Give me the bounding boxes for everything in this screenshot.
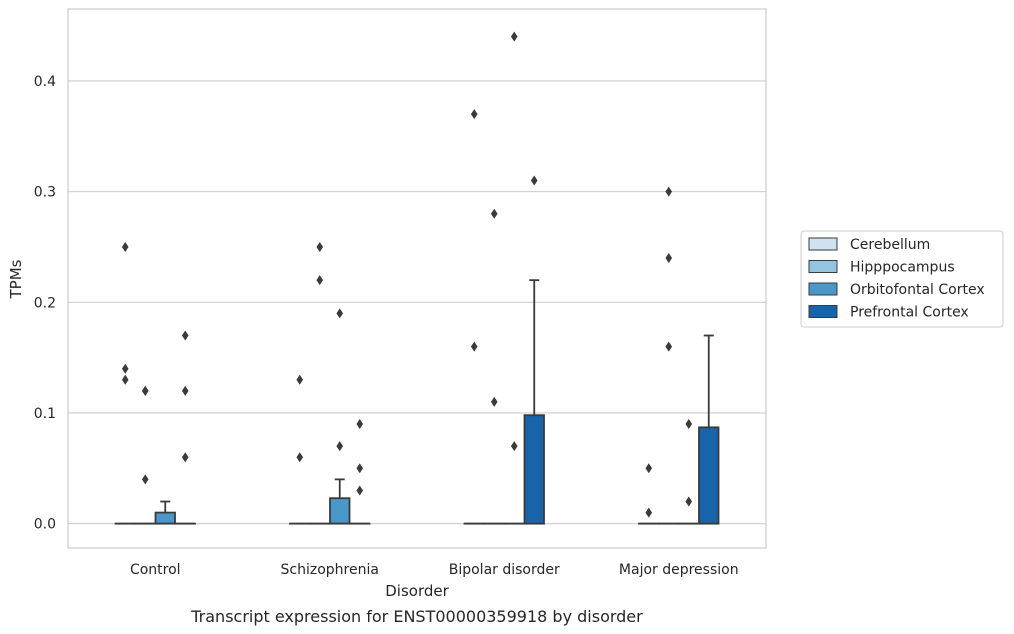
box [698, 426, 720, 525]
outlier-point [645, 507, 653, 518]
legend: Cerebellum Hipppocampus Orbitofontal Corte… [800, 230, 1004, 328]
x-tick-labels: Control Schizophrenia Bipolar disorder Majo… [130, 562, 739, 578]
outlier-point [181, 330, 189, 341]
box-orbitofontal-cortex [154, 500, 176, 525]
outlier-point [665, 186, 673, 197]
outlier-point [665, 341, 673, 352]
x-tick-label: Major depression [619, 562, 739, 578]
box-hipppocampus [483, 208, 505, 525]
x-tick-label: Control [130, 562, 181, 578]
y-tick-label: 0.1 [34, 406, 56, 422]
legend-swatch [808, 260, 838, 273]
outlier-point [336, 308, 344, 319]
outlier-point [685, 419, 693, 430]
box-orbitofontal-cortex [329, 308, 351, 525]
box-prefrontal-cortex [523, 175, 545, 525]
legend-frame [800, 230, 1004, 328]
outlier-point [510, 31, 518, 42]
legend-label: Orbitofontal Cortex [850, 282, 985, 298]
legend-item: Prefrontal Cortex [808, 305, 969, 321]
boxes [114, 31, 720, 525]
outlier-point [336, 441, 344, 452]
box-prefrontal-cortex [349, 419, 371, 525]
y-tick-label: 0.0 [34, 517, 56, 533]
outlier-point [645, 463, 653, 474]
outlier-point [665, 253, 673, 264]
x-tick-label: Bipolar disorder [449, 562, 560, 578]
outlier-point [490, 396, 498, 407]
y-tick-labels: 0.0 0.1 0.2 0.3 0.4 [34, 74, 56, 533]
outlier-point [470, 109, 478, 120]
outlier-point [470, 341, 478, 352]
outlier-point [685, 496, 693, 507]
y-tick-label: 0.2 [34, 295, 56, 311]
box-prefrontal-cortex [698, 334, 720, 525]
box-cerebellum [463, 109, 485, 525]
box [523, 414, 545, 525]
outlier-point [356, 463, 364, 474]
plot-area [67, 8, 767, 549]
box-prefrontal-cortex [174, 330, 196, 525]
legend-swatch [808, 237, 838, 251]
legend-item: Orbitofontal Cortex [808, 282, 985, 298]
box [154, 511, 176, 525]
outlier-point [356, 419, 364, 430]
box [329, 497, 351, 525]
outlier-point [181, 452, 189, 463]
outlier-point [121, 241, 129, 252]
chart-caption: Transcript expression for ENST0000035991… [190, 607, 643, 626]
y-axis-title: TPMs [7, 259, 25, 299]
x-tick-label: Schizophrenia [281, 562, 379, 578]
legend-label: Cerebellum [850, 237, 930, 253]
outlier-point [296, 452, 304, 463]
legend-swatch [808, 282, 838, 296]
outlier-point [490, 208, 498, 219]
y-tick-label: 0.3 [34, 185, 56, 201]
y-tick-label: 0.4 [34, 74, 56, 90]
outlier-point [356, 485, 364, 496]
box-cerebellum [114, 241, 136, 525]
outlier-point [181, 385, 189, 396]
x-axis-title: Disorder [385, 582, 449, 600]
legend-item: Hipppocampus [808, 260, 955, 276]
legend-swatch [808, 305, 838, 318]
legend-item: Cerebellum [808, 237, 930, 253]
outlier-point [316, 275, 324, 286]
outlier-point [141, 474, 149, 485]
outlier-point [316, 241, 324, 252]
outlier-point [296, 374, 304, 385]
outlier-point [141, 385, 149, 396]
outlier-point [510, 441, 518, 452]
outlier-point [121, 374, 129, 385]
legend-label: Prefrontal Cortex [850, 305, 969, 321]
outlier-point [121, 363, 129, 374]
legend-label: Hipppocampus [850, 260, 955, 276]
outlier-point [530, 175, 538, 186]
